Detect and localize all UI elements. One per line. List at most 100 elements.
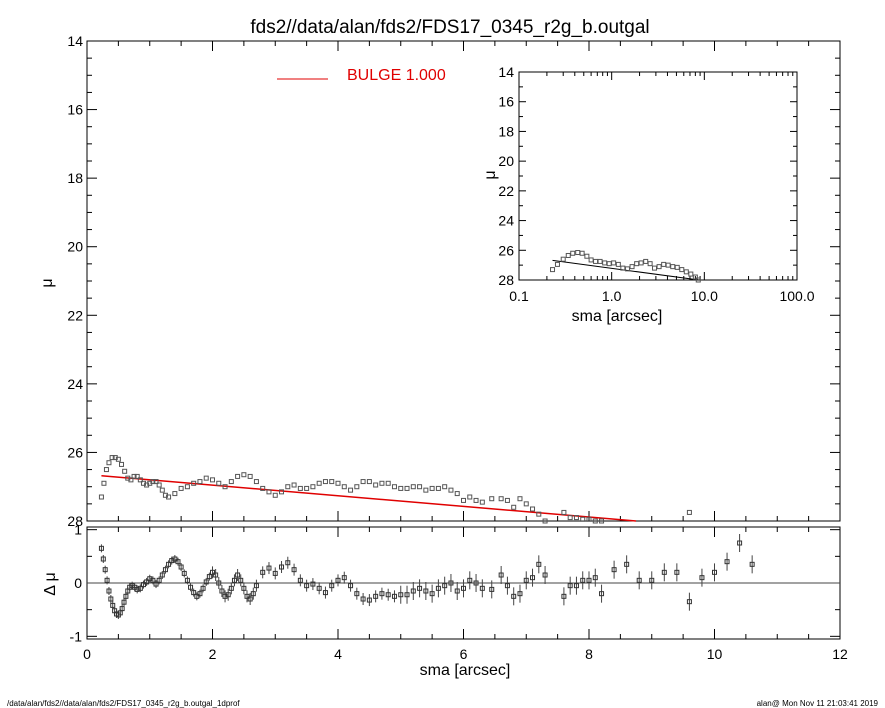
residual-data-point (238, 577, 244, 583)
residual-data-point (461, 585, 466, 591)
residual-data-point (172, 556, 178, 562)
main-data-point (599, 518, 605, 524)
main-data-point (304, 485, 310, 491)
residual-data-point (586, 577, 592, 583)
residual-data-point (162, 567, 168, 573)
residual-data-point (636, 577, 642, 583)
residual-data-point (611, 567, 617, 573)
main-data-point (122, 468, 128, 474)
main-data-point (316, 480, 322, 486)
residual-data-point (661, 569, 667, 575)
main-y-tick-label: 16 (67, 102, 83, 118)
inset-data-point (665, 262, 671, 268)
residual-data-point (448, 580, 454, 586)
residual-data-point (119, 606, 125, 612)
residual-data-point (253, 583, 259, 589)
residual-data-point (649, 577, 655, 583)
main-data-point (467, 494, 473, 500)
main-data-point (172, 491, 178, 497)
residual-data-point (153, 581, 159, 587)
main-data-point (197, 479, 203, 485)
residual-data-point (536, 561, 542, 567)
residual-data-point (379, 591, 385, 597)
residual-data-point (108, 596, 114, 602)
residual-panel: 10-10 2 4 6 8 10 12 (70, 522, 848, 662)
main-data-point (153, 479, 159, 485)
residual-data-point (121, 599, 127, 605)
bulge-model-line (101, 474, 637, 522)
main-data-point (134, 473, 140, 479)
residual-data-point (354, 591, 360, 597)
inset-data-point (647, 261, 653, 267)
main-data-point (561, 509, 567, 515)
inset-data-point (593, 258, 599, 264)
inset-y-tick-label: 24 (498, 213, 514, 229)
main-data-point (586, 516, 592, 522)
residual-y-tick-label: 1 (74, 522, 82, 538)
inset-data-point (670, 264, 676, 270)
main-data-point (119, 461, 125, 467)
main-data-point (178, 485, 184, 491)
y-axis-label-residual: Δ μ (42, 572, 59, 595)
residual-data-point (348, 583, 354, 589)
residual-data-point (137, 585, 143, 591)
main-data-point (109, 455, 115, 461)
residual-data-point (106, 588, 112, 594)
residual-data-point (489, 586, 495, 592)
residual-data-point (737, 540, 743, 546)
x-tick-label: 2 (209, 646, 217, 662)
main-data-point (366, 479, 372, 485)
main-data-point (523, 501, 529, 507)
main-data-point (203, 475, 209, 481)
inset-data-point (629, 264, 635, 270)
x-tick-label: 0 (83, 646, 91, 662)
residual-data-point (123, 593, 129, 599)
inset-data-point (674, 264, 680, 270)
main-data-point (253, 479, 259, 485)
residual-data-point (417, 585, 423, 591)
main-data-point (398, 485, 404, 491)
inset-data-point (602, 260, 608, 266)
inset-y-tick-label: 18 (498, 123, 514, 139)
main-data-point (106, 460, 112, 466)
residual-data-point (517, 591, 523, 597)
main-data-point (379, 480, 385, 486)
residual-data-point (467, 577, 473, 583)
residual-data-point (178, 564, 184, 570)
main-data-point (479, 499, 485, 505)
main-data-point (191, 480, 197, 486)
residual-data-point (329, 583, 335, 589)
residual-data-point (341, 575, 347, 581)
residual-data-point (213, 572, 219, 578)
inset-x-tick-label: 100.0 (779, 288, 814, 304)
inset-x-tick-label: 0.1 (509, 288, 529, 304)
main-data-point (417, 484, 423, 490)
residual-data-point (523, 577, 529, 583)
main-data-point (423, 487, 429, 493)
residual-data-point (530, 575, 536, 581)
x-tick-label: 10 (707, 646, 723, 662)
residual-data-point (573, 583, 579, 589)
residual-data-point (429, 591, 435, 597)
main-data-point (489, 496, 495, 502)
main-data-point (166, 494, 172, 500)
inset-data-point (624, 266, 630, 272)
inset-data-point (656, 264, 662, 270)
residual-data-point (686, 599, 692, 605)
residual-data-point (291, 567, 297, 573)
inset-data-point (695, 277, 701, 283)
inset-data-point (688, 271, 694, 277)
main-data-point (498, 496, 504, 502)
inset-y-tick-label: 28 (498, 272, 514, 288)
main-data-point (291, 482, 297, 488)
inset-data-point (560, 256, 566, 262)
main-data-point (442, 484, 448, 490)
x-axis-label: sma [arcsec] (420, 662, 511, 679)
main-data-point (530, 506, 536, 512)
residual-data-point (423, 588, 429, 594)
main-data-point (272, 492, 278, 498)
residual-data-point (225, 592, 231, 598)
residual-data-point (504, 583, 510, 589)
residual-data-point (322, 590, 328, 596)
main-data-point (511, 504, 517, 510)
